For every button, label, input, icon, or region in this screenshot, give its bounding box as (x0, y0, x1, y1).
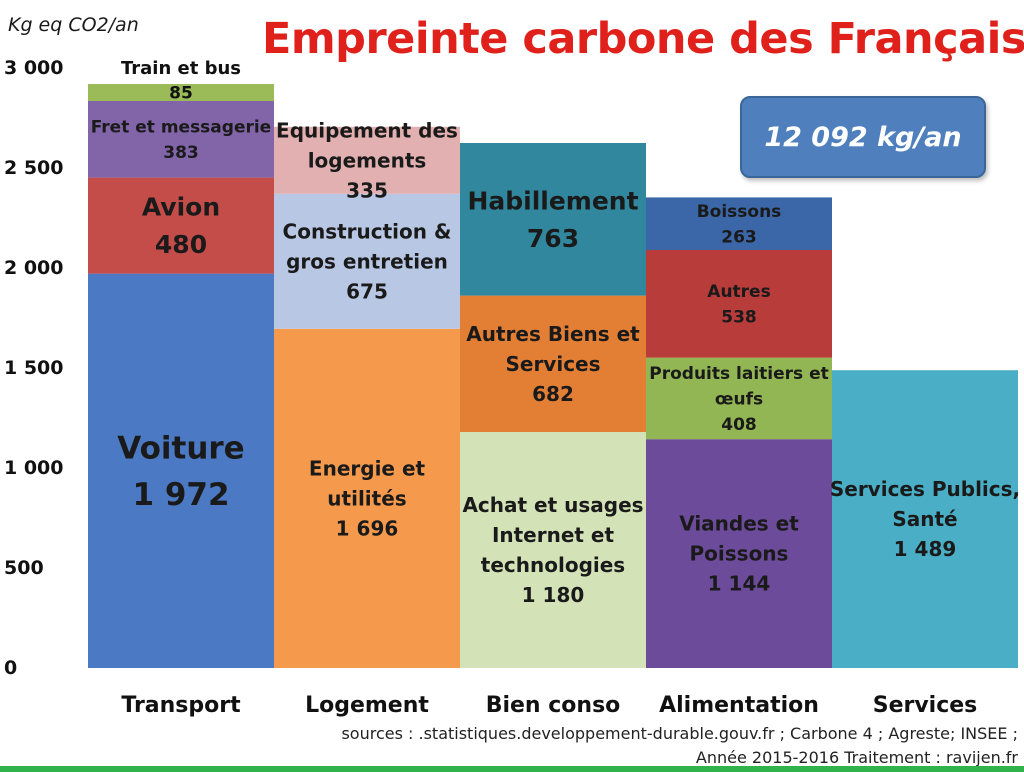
x-axis: Transport Logement Bien conso Alimentation S… (121, 693, 977, 718)
bar-segment-equipement-des-logements (274, 126, 460, 194)
segment-label: Poissons (690, 542, 789, 566)
segment-value: 408 (721, 415, 757, 435)
bottom-accent-bar (0, 766, 1024, 772)
x-tick-label: Bien conso (486, 693, 621, 718)
segment-label: logements (308, 148, 427, 172)
segment-label: utilités (327, 486, 406, 510)
segment-label: œufs (715, 389, 763, 409)
x-tick-label: Services (873, 693, 978, 718)
total-value: 12 092 kg/an (764, 121, 962, 153)
bar-segment-achat-et-usages-internet-et-technologies (460, 432, 646, 668)
segment-label: Energie et (309, 456, 426, 480)
segment-value: 682 (532, 382, 574, 406)
total-badge: 12 092 kg/an (740, 96, 986, 178)
segment-value: 85 (169, 84, 193, 104)
segment-label: Avion (142, 193, 220, 222)
bar-segment-produits-laitiers-et-oeufs (646, 357, 832, 440)
bar-segment-autres (646, 250, 832, 358)
bar-segment-construction-gros-entretien (274, 193, 460, 329)
segment-label: Fret et messagerie (91, 118, 271, 138)
segment-label: Train et bus (121, 58, 241, 79)
segment-label: Voiture (117, 430, 244, 466)
segment-label: Autres Biens et (466, 322, 640, 346)
segment-label: Produits laitiers et (649, 364, 828, 384)
segment-label: Services Publics, (830, 477, 1020, 501)
y-tick-label: 1 000 (4, 457, 64, 479)
segment-label: Equipement des (276, 118, 458, 142)
segment-value: 335 (346, 178, 388, 202)
y-tick-label: 500 (4, 557, 44, 579)
y-tick-label: 2 000 (4, 257, 64, 279)
segment-label: Boissons (697, 202, 782, 222)
segment-label: Services (505, 352, 600, 376)
y-tick-label: 0 (4, 657, 17, 679)
bar-segment-habillement (460, 143, 646, 296)
y-tick-label: 2 500 (4, 157, 64, 179)
x-tick-label: Logement (305, 693, 429, 718)
segment-value: 1 972 (132, 477, 229, 513)
segment-value: 1 180 (522, 583, 585, 607)
stack-bien-conso: Achat et usages Internet et technologies 1 … (460, 143, 646, 668)
y-tick-label: 1 500 (4, 357, 64, 379)
segment-label: gros entretien (286, 249, 448, 273)
chart-title: Empreinte carbone des Français (262, 14, 1024, 64)
segment-label: Construction & (283, 219, 452, 243)
sources-line: sources : .statistiques.developpement-du… (341, 724, 1018, 743)
segment-value: 383 (163, 143, 199, 163)
segment-value: 763 (527, 224, 579, 253)
bar-segment-train-et-bus (88, 84, 274, 101)
y-tick-label: 3 000 (4, 57, 64, 79)
segment-label: Achat et usages (462, 493, 643, 517)
segment-value: 263 (721, 227, 757, 247)
y-axis-unit-label: Kg eq CO2/an (8, 14, 139, 36)
bar-segment-boissons (646, 197, 832, 250)
stack-services: Services Publics, Santé 1 489 (830, 370, 1020, 668)
segment-value: 538 (721, 308, 757, 328)
segment-value: 480 (155, 230, 207, 259)
segment-label: Internet et (492, 523, 615, 547)
x-tick-label: Transport (121, 693, 241, 718)
bars-group: Voiture 1 972 Avion 480 Fret et messagerie 38… (88, 58, 1020, 668)
segment-label: Santé (892, 507, 957, 531)
year-credit-line: Année 2015-2016 Traitement : ravijen.fr (695, 748, 1018, 767)
segment-label: Habillement (467, 186, 638, 215)
segment-value: 1 489 (894, 537, 957, 561)
bar-segment-fret-et-messagerie (88, 101, 274, 178)
bar-segment-viandes-et-poissons (646, 439, 832, 668)
segment-label: technologies (481, 553, 625, 577)
stack-logement: Energie et utilités 1 696 Construction & gro… (274, 118, 460, 668)
x-tick-label: Alimentation (659, 693, 819, 718)
sources-note: sources : .statistiques.developpement-du… (300, 722, 1018, 770)
segment-value: 675 (346, 279, 388, 303)
segment-value: 1 696 (336, 516, 399, 540)
stack-alimentation: Viandes et Poissons 1 144 Produits laitiers… (646, 197, 832, 668)
bar-segment-services-publics-sante (832, 370, 1018, 668)
segment-value: 1 144 (708, 572, 771, 596)
bar-segment-avion (88, 177, 274, 274)
bar-segment-voiture (88, 273, 274, 668)
bar-segment-energie-et-utilites (274, 328, 460, 668)
stack-transport: Voiture 1 972 Avion 480 Fret et messagerie 38… (88, 58, 274, 668)
y-axis: 0 500 1 000 1 500 2 000 2 500 3 000 (4, 57, 64, 679)
segment-label: Autres (707, 282, 770, 302)
segment-label: Viandes et (679, 512, 799, 536)
bar-segment-autres-biens-et-services (460, 295, 646, 432)
